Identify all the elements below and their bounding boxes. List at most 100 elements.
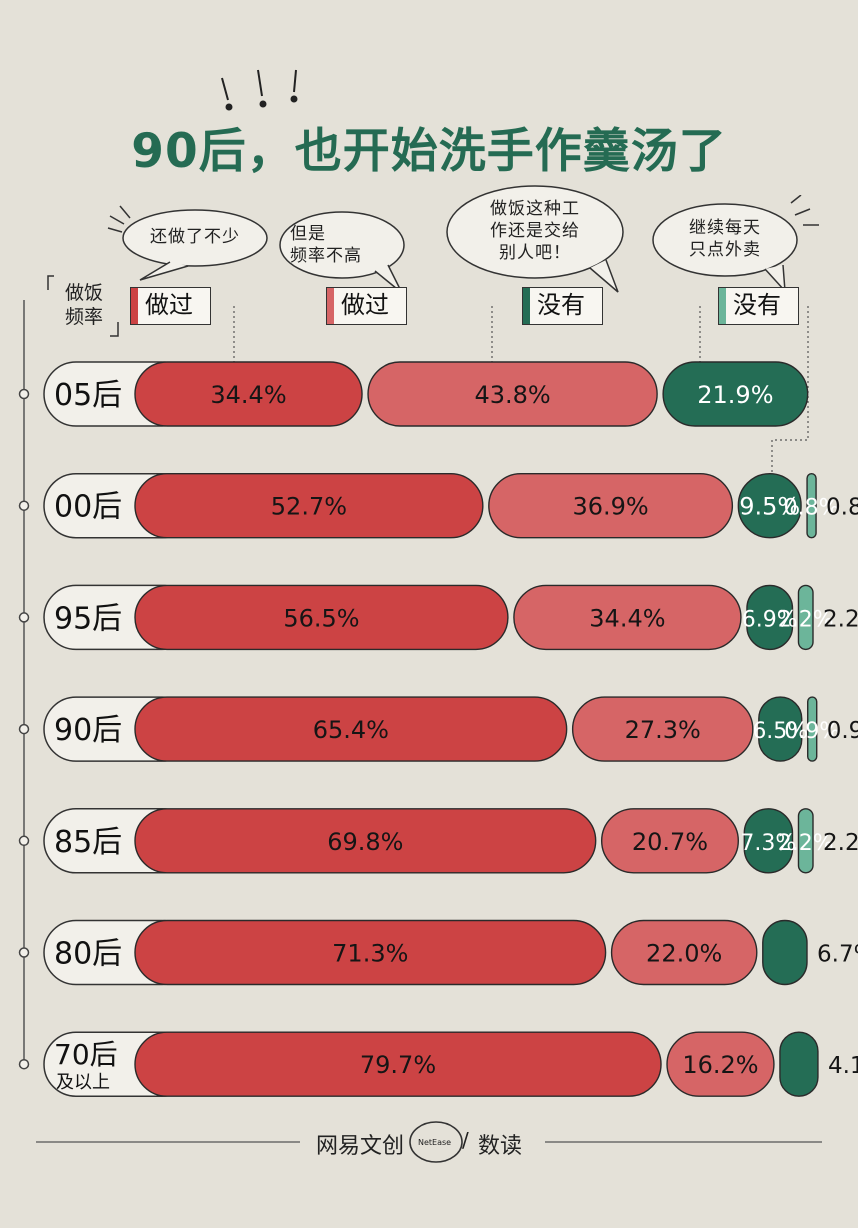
category-label: 00后 bbox=[54, 490, 122, 525]
bar-value-label-outside: 0.8% bbox=[826, 495, 858, 521]
timeline-dot bbox=[18, 947, 30, 958]
legend-item-4: 没有 bbox=[718, 287, 799, 325]
bar-segment bbox=[797, 808, 814, 874]
freq-label: 做饭 频率 bbox=[64, 282, 103, 328]
speech-bubble-1 bbox=[107, 205, 268, 281]
freq-label-bracket bbox=[47, 275, 119, 337]
bar-value-label: 22.0% bbox=[646, 940, 722, 968]
bar-value-label: 16.2% bbox=[682, 1051, 758, 1079]
category-label: 85后 bbox=[54, 825, 122, 860]
bar-value-label: 21.9% bbox=[697, 381, 773, 409]
bar-value-label: 6.5% bbox=[752, 719, 808, 744]
brand-separator: / bbox=[462, 1128, 469, 1152]
brand-shudu: 数读 bbox=[478, 1134, 523, 1159]
bar-value-label: 69.8% bbox=[327, 828, 403, 856]
legend-swatch-2 bbox=[327, 288, 334, 324]
category-label: 80后 bbox=[54, 937, 122, 972]
bar-value-label: 2.2% bbox=[778, 607, 834, 632]
speech-bubble-3-text: 做饭这种工 作还是交给 别人吧！ bbox=[490, 199, 580, 263]
bar-segment bbox=[513, 584, 742, 651]
speech-bubble-2-text: 但是 频率不高 bbox=[290, 224, 362, 266]
bar-segment bbox=[797, 584, 814, 651]
bar-value-label: 0.9% bbox=[784, 719, 840, 744]
bar-segment bbox=[743, 808, 794, 874]
bar-value-label: 2.2% bbox=[778, 831, 834, 856]
timeline-dot bbox=[18, 388, 30, 400]
bar-value-label: 6.9% bbox=[742, 607, 798, 632]
bar-segment bbox=[610, 919, 758, 986]
speech-bubble-3 bbox=[446, 185, 624, 293]
bar-segment bbox=[807, 696, 818, 762]
timeline-dot bbox=[18, 500, 30, 511]
speech-bubble-1-text: 还做了不少 bbox=[150, 227, 240, 247]
bar-segment bbox=[666, 1031, 775, 1097]
bar-segment bbox=[737, 473, 802, 539]
bar-segment bbox=[134, 696, 568, 762]
bar-segment bbox=[762, 919, 808, 986]
bar-segment bbox=[662, 361, 809, 427]
legend-swatch-4 bbox=[719, 288, 726, 324]
legend-item-3: 没有 bbox=[522, 287, 603, 325]
brand-logo-ring-icon bbox=[409, 1121, 463, 1163]
legend-item-1: 做过 bbox=[130, 287, 211, 325]
legend-label-1: 做过 bbox=[145, 291, 193, 319]
bar-value-label: 79.7% bbox=[360, 1051, 436, 1079]
bar-value-label: 65.4% bbox=[313, 716, 389, 744]
bar-value-label-outside: 0.9% bbox=[827, 718, 858, 744]
bar-value-label-outside: 6.7% bbox=[817, 942, 858, 968]
exclamation-marks-icon bbox=[221, 69, 298, 111]
timeline-dot bbox=[18, 612, 30, 623]
bar-value-label: 56.5% bbox=[283, 604, 359, 632]
bar-segment bbox=[134, 1031, 662, 1097]
speech-bubble-4-text: 继续每天 只点外卖 bbox=[689, 218, 761, 260]
bar-segment bbox=[134, 808, 597, 874]
chart-title: 90后，也开始洗手作羹汤了 bbox=[131, 124, 727, 179]
timeline-dot bbox=[18, 1058, 30, 1070]
bar-value-label: 9.5% bbox=[739, 493, 800, 521]
bar-segment bbox=[571, 696, 754, 762]
timeline-dot bbox=[18, 723, 30, 735]
bar-value-label-outside: 2.2% bbox=[823, 606, 858, 632]
bar-segment bbox=[488, 473, 734, 539]
category-label-sub: 及以上 bbox=[56, 1072, 110, 1093]
bar-value-label: 34.4% bbox=[210, 381, 286, 409]
bar-segment bbox=[367, 361, 658, 427]
speech-bubble-2 bbox=[279, 211, 405, 294]
bar-value-label: 52.7% bbox=[271, 493, 347, 521]
legend-swatch-3 bbox=[523, 288, 530, 324]
brand-netease-wenchuang: 网易文创 bbox=[316, 1134, 405, 1159]
bar-segment bbox=[134, 919, 607, 986]
bar-segment bbox=[134, 473, 484, 539]
bar-segment bbox=[134, 361, 363, 427]
bar-value-label: 36.9% bbox=[572, 493, 648, 521]
bar-segment bbox=[746, 584, 794, 651]
speech-bubble-4 bbox=[652, 195, 819, 294]
category-label: 05后 bbox=[54, 378, 122, 413]
legend-item-2: 做过 bbox=[326, 287, 407, 325]
category-label: 70后 bbox=[54, 1038, 118, 1071]
footer: 网易文创 NetEase / 数读 bbox=[0, 1128, 858, 1162]
bar-segment bbox=[758, 696, 803, 762]
brand-netease-sub: NetEase bbox=[418, 1138, 452, 1147]
category-label: 95后 bbox=[54, 601, 122, 636]
bar-value-label: 0.8% bbox=[784, 496, 840, 521]
category-label: 90后 bbox=[54, 713, 122, 748]
bar-value-label: 34.4% bbox=[589, 604, 665, 632]
bar-value-label: 43.8% bbox=[474, 381, 550, 409]
bar-value-label-outside: 2.2% bbox=[823, 830, 858, 856]
legend-label-4: 没有 bbox=[733, 291, 781, 319]
legend-connector-4 bbox=[771, 306, 809, 478]
bar-value-label: 27.3% bbox=[625, 716, 701, 744]
bar-value-label: 71.3% bbox=[332, 940, 408, 968]
bar-segment bbox=[600, 808, 739, 874]
bar-segment bbox=[134, 584, 509, 651]
legend-label-3: 没有 bbox=[537, 291, 585, 319]
bar-segment bbox=[779, 1031, 819, 1097]
bar-segment bbox=[806, 473, 817, 539]
timeline-dot bbox=[18, 835, 30, 847]
bar-value-label: 7.3% bbox=[740, 831, 796, 856]
bar-value-label: 20.7% bbox=[632, 828, 708, 856]
legend-label-2: 做过 bbox=[341, 291, 389, 319]
legend-swatch-1 bbox=[131, 288, 138, 324]
